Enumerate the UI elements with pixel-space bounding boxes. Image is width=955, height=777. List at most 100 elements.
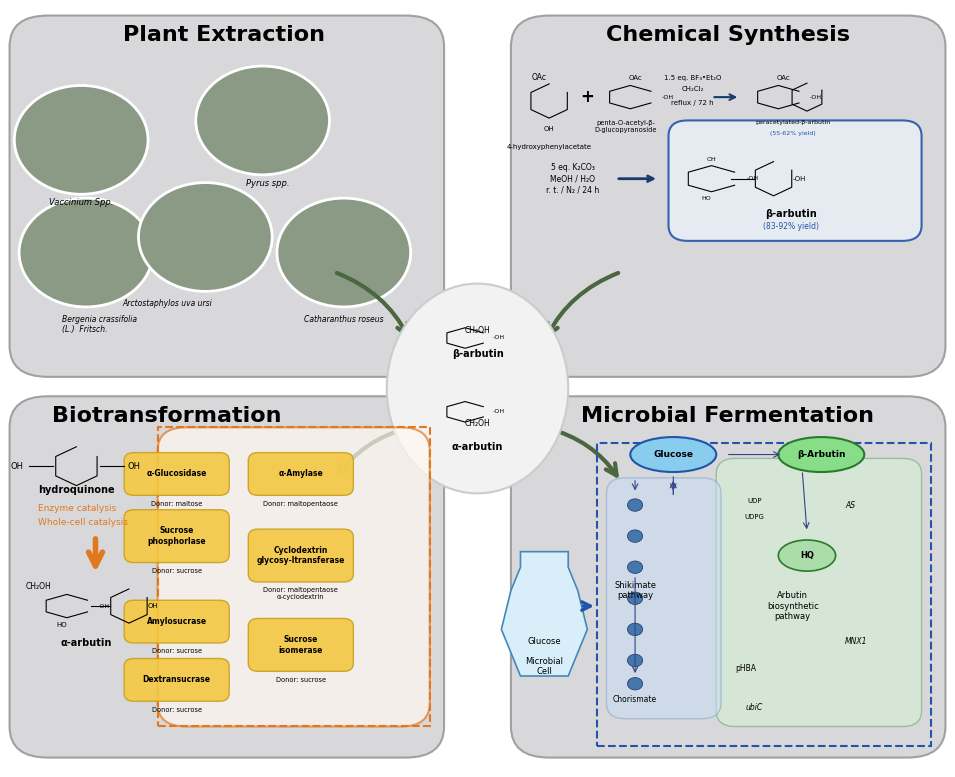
Text: UDP: UDP	[747, 498, 762, 504]
Text: -OH: -OH	[746, 176, 758, 181]
Text: Dextransucrase: Dextransucrase	[142, 675, 211, 685]
Text: ubiC: ubiC	[746, 702, 763, 712]
FancyBboxPatch shape	[511, 396, 945, 758]
Circle shape	[627, 654, 643, 667]
Text: -OH: -OH	[493, 409, 504, 414]
Text: Sucrose
isomerase: Sucrose isomerase	[279, 636, 323, 654]
Text: Donor: sucrose: Donor: sucrose	[152, 648, 202, 654]
Circle shape	[14, 85, 148, 194]
Text: CH₂OH: CH₂OH	[26, 582, 51, 591]
Text: -OH: -OH	[493, 336, 504, 340]
FancyBboxPatch shape	[716, 458, 922, 726]
Text: Donor: maltopentaose: Donor: maltopentaose	[264, 501, 338, 507]
Text: OH: OH	[127, 462, 140, 471]
FancyBboxPatch shape	[10, 16, 444, 377]
Circle shape	[277, 198, 411, 307]
Text: Chorismate: Chorismate	[613, 695, 657, 704]
Text: UDPG: UDPG	[745, 514, 764, 520]
FancyBboxPatch shape	[248, 529, 353, 582]
Text: HQ: HQ	[800, 551, 814, 560]
Text: -OH: -OH	[793, 176, 806, 182]
Circle shape	[19, 198, 153, 307]
Text: Cyclodextrin
glycosy­ltransferase: Cyclodextrin glycosy­ltransferase	[257, 546, 345, 565]
Text: Microbial Fermentation: Microbial Fermentation	[582, 406, 874, 426]
Text: Arctostaphylos uva ursi: Arctostaphylos uva ursi	[122, 299, 212, 308]
Text: (55-62% yield): (55-62% yield)	[770, 131, 816, 135]
Text: α-arbutin: α-arbutin	[60, 639, 112, 648]
Text: Glucose: Glucose	[527, 636, 562, 646]
Text: Amylosucrase: Amylosucrase	[147, 617, 206, 626]
Text: reflux / 72 h: reflux / 72 h	[671, 99, 713, 106]
Circle shape	[627, 499, 643, 511]
Text: Arbutin
biosynthetic
pathway: Arbutin biosynthetic pathway	[767, 591, 818, 621]
Text: 5 eq. K₂CO₃: 5 eq. K₂CO₃	[551, 162, 595, 172]
Text: MNX1: MNX1	[845, 636, 868, 646]
Text: Biotransformation: Biotransformation	[53, 406, 282, 426]
Text: MeOH / H₂O: MeOH / H₂O	[550, 174, 596, 183]
FancyBboxPatch shape	[10, 396, 444, 758]
Text: β-arbutin: β-arbutin	[452, 349, 503, 358]
Text: β-arbutin: β-arbutin	[765, 209, 817, 218]
Text: AS: AS	[845, 500, 856, 510]
Text: Donor: sucrose: Donor: sucrose	[152, 707, 202, 713]
Text: OAc: OAc	[628, 75, 642, 81]
Text: peracetylated-β-arbutin: peracetylated-β-arbutin	[755, 120, 830, 125]
FancyBboxPatch shape	[248, 618, 353, 671]
FancyBboxPatch shape	[124, 659, 229, 701]
Text: -OH: -OH	[661, 95, 673, 99]
Circle shape	[196, 66, 329, 175]
Text: Donor: sucrose: Donor: sucrose	[152, 568, 202, 574]
Bar	[597, 443, 931, 746]
FancyBboxPatch shape	[668, 120, 922, 241]
Circle shape	[627, 678, 643, 690]
Text: OH: OH	[543, 126, 555, 132]
FancyBboxPatch shape	[124, 452, 229, 496]
Text: OH: OH	[148, 603, 159, 609]
Text: OH: OH	[707, 157, 716, 162]
FancyBboxPatch shape	[124, 510, 229, 563]
Text: r. t. / N₂ / 24 h: r. t. / N₂ / 24 h	[546, 186, 600, 195]
Text: hydroquinone: hydroquinone	[38, 485, 115, 494]
Text: α-arbutin: α-arbutin	[452, 442, 503, 451]
Circle shape	[138, 183, 272, 291]
Text: HO: HO	[56, 622, 67, 629]
Circle shape	[627, 592, 643, 605]
Text: pHBA: pHBA	[735, 664, 756, 673]
Text: Whole-cell catalysis: Whole-cell catalysis	[38, 517, 128, 527]
Text: Donor: sucrose: Donor: sucrose	[276, 677, 326, 683]
Text: Sucrose
phosphorlase: Sucrose phosphorlase	[147, 527, 206, 545]
Text: OH: OH	[11, 462, 24, 471]
Text: CH₂Cl₂: CH₂Cl₂	[681, 86, 704, 92]
Bar	[158, 427, 430, 726]
Text: 4-hydroxyphenylacetate: 4-hydroxyphenylacetate	[506, 144, 592, 150]
Ellipse shape	[630, 437, 716, 472]
Circle shape	[627, 561, 643, 573]
Text: OAc: OAc	[776, 75, 790, 81]
Polygon shape	[501, 552, 587, 676]
Text: Enzyme catalysis: Enzyme catalysis	[38, 504, 117, 514]
Text: α-Glucosidase: α-Glucosidase	[146, 469, 207, 479]
Text: Donor: maltose: Donor: maltose	[151, 501, 202, 507]
FancyBboxPatch shape	[158, 427, 430, 726]
Text: 1.5 eq. BF₃•Et₂O: 1.5 eq. BF₃•Et₂O	[664, 75, 721, 81]
FancyBboxPatch shape	[606, 478, 721, 719]
Text: Donor: maltopentaose
α-cyclodextrin: Donor: maltopentaose α-cyclodextrin	[264, 587, 338, 601]
Circle shape	[627, 623, 643, 636]
Text: Microbial
Cell: Microbial Cell	[525, 657, 563, 676]
Text: CH₂OH: CH₂OH	[465, 419, 490, 428]
Text: (83-92% yield): (83-92% yield)	[763, 222, 818, 232]
FancyBboxPatch shape	[511, 16, 945, 377]
Circle shape	[627, 530, 643, 542]
Text: α-Amylase: α-Amylase	[279, 469, 323, 479]
Text: Vaccinium Spp.: Vaccinium Spp.	[49, 198, 114, 207]
Ellipse shape	[387, 284, 568, 493]
Text: HO: HO	[702, 196, 711, 200]
Text: +: +	[581, 88, 594, 106]
FancyBboxPatch shape	[124, 600, 229, 643]
Text: -OH: -OH	[98, 604, 110, 608]
Text: Glucose: Glucose	[653, 450, 693, 459]
Text: CH₂OH: CH₂OH	[465, 326, 490, 335]
Text: Catharanthus roseus: Catharanthus roseus	[304, 315, 384, 324]
Text: OAc: OAc	[532, 73, 547, 82]
Text: Shikimate
pathway: Shikimate pathway	[614, 581, 656, 600]
